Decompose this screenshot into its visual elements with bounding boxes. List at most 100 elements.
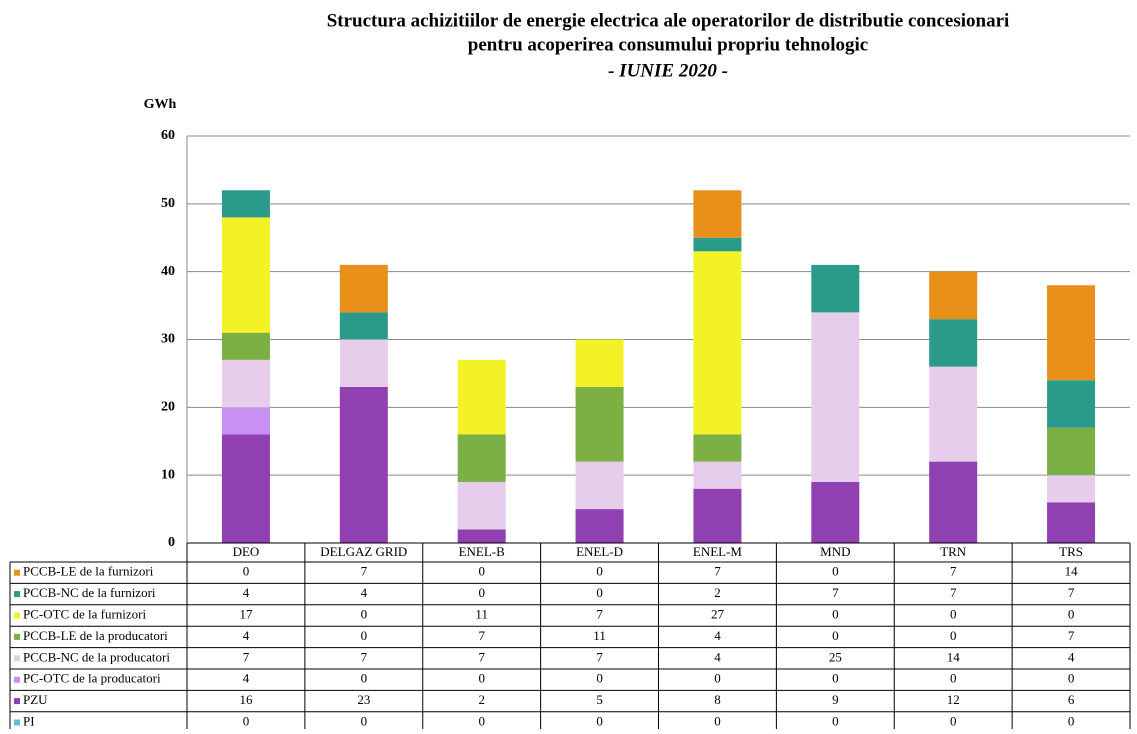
table-value: 0 [832,606,839,621]
x-tick-label: TRN [940,544,967,559]
y-tick-label: 20 [161,400,175,415]
chart-subtitle: - IUNIE 2020 - [608,60,728,81]
bar-segment [693,237,742,252]
table-value: 0 [832,713,839,728]
table-value: 7 [478,649,485,664]
chart-title: Structura achizitiilor de energie electr… [327,10,1010,31]
table-value: 12 [947,692,960,707]
table-value: 14 [1065,564,1079,579]
bar-segment [575,509,624,543]
y-tick-label: 40 [161,264,175,279]
legend-swatch [14,698,20,705]
bar-segment [693,461,742,489]
bar-segment [339,264,388,313]
table-value: 14 [947,649,961,664]
table-value: 0 [950,671,957,686]
table-value: 7 [832,585,839,600]
table-value: 0 [950,713,957,728]
table-value: 0 [950,606,957,621]
bar-segment [1047,285,1096,381]
bar-segment [693,488,742,543]
legend-label: PCCB-NC de la furnizori [23,585,156,600]
bar-segment [221,434,270,543]
y-tick-label: 50 [161,196,175,211]
bar-segment [457,481,506,530]
table-value: 2 [714,585,721,600]
bar-segment [221,407,270,435]
legend-swatch [14,591,20,598]
bar-segment [575,461,624,510]
table-value: 5 [596,692,603,707]
table-value: 4 [243,585,250,600]
y-tick-label: 60 [161,128,175,143]
table-value: 8 [714,692,721,707]
x-tick-label: ENEL-D [576,544,623,559]
table-value: 0 [596,671,603,686]
table-value: 7 [243,649,250,664]
table-value: 0 [478,564,485,579]
x-tick-label: MND [820,544,850,559]
bar-segment [457,434,506,482]
legend-label: PC-OTC de la furnizori [23,606,147,621]
table-value: 25 [829,649,842,664]
table-value: 0 [1068,606,1075,621]
legend-swatch [14,719,20,726]
bar-segment [1047,475,1096,503]
bar-segment [693,251,742,435]
table-value: 0 [243,564,250,579]
legend-label: PCCB-NC de la producatori [23,649,170,664]
bar-segment [693,190,742,238]
table-value: 9 [832,692,839,707]
bar-segment [575,339,624,387]
table-value: 7 [596,649,603,664]
bar-segment [811,264,860,313]
table-value: 0 [243,713,250,728]
table-value: 0 [596,564,603,579]
legend-swatch [14,676,20,683]
x-tick-label: DELGAZ GRID [320,544,407,559]
legend-swatch [14,655,20,662]
table-value: 0 [361,628,368,643]
legend-label: PC-OTC de la producatori [23,671,161,686]
table-value: 0 [1068,713,1075,728]
bar-segment [1047,380,1096,428]
legend-swatch [14,633,20,640]
table-value: 4 [243,671,250,686]
legend-swatch [14,569,20,576]
y-tick-label: 0 [168,535,175,550]
table-value: 11 [475,606,488,621]
table-value: 6 [1068,692,1075,707]
legend-swatch [14,612,20,619]
bar-segment [811,481,860,543]
table-value: 4 [714,628,721,643]
table-value: 4 [243,628,250,643]
bar-segment [929,319,978,367]
bar-segment [221,332,270,360]
bar-segment [1047,502,1096,543]
legend-label: PZU [23,692,48,707]
table-value: 4 [361,585,368,600]
table-value: 0 [478,713,485,728]
bar-segment [339,386,388,543]
legend-label: PCCB-LE de la producatori [23,628,168,643]
bar-segment [929,366,978,462]
table-value: 17 [239,606,253,621]
bar-segment [929,461,978,543]
x-tick-label: ENEL-M [693,544,743,559]
legend-label: PI [23,713,35,728]
bar-segment [221,359,270,408]
bar-segment [575,386,624,462]
bar-segment [221,217,270,333]
table-value: 4 [1068,649,1075,664]
chart-title: pentru acoperirea consumului propriu teh… [468,34,868,55]
bar-segment [339,312,388,340]
table-value: 27 [711,606,725,621]
bar-segment [1047,427,1096,476]
x-tick-label: ENEL-B [459,544,506,559]
bar-segment [339,339,388,387]
y-axis-label: GWh [144,97,177,112]
table-value: 0 [1068,671,1075,686]
table-value: 7 [361,649,368,664]
x-tick-label: DEO [233,544,260,559]
table-value: 0 [596,585,603,600]
